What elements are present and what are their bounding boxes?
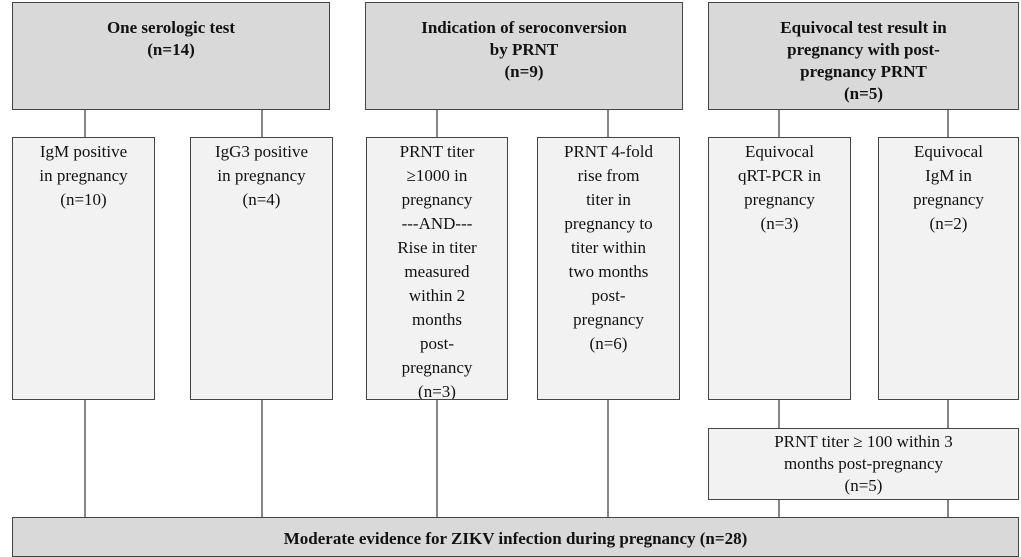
box-text: Equivocal (745, 142, 814, 161)
fu-box: PRNT titer ≥ 100 within 3 months post-pre… (708, 428, 1019, 500)
box-text: rise from (577, 166, 640, 185)
box-text: Rise in titer (397, 238, 477, 257)
box-text: IgG3 positive (214, 142, 309, 161)
box-text: qRT-PCR in (738, 166, 821, 185)
box-text: months (411, 310, 463, 329)
sub-box: PRNT titer ≥1000 in pregnancy ---AND--- Rise… (366, 137, 508, 400)
sub-box: Equivocal qRT-PCR in pregnancy (n=3) (708, 137, 851, 400)
box-text: titer within (570, 238, 647, 257)
box-text: ≥1000 in (406, 166, 468, 185)
sub-box: IgM positive in pregnancy (n=10) (12, 137, 155, 400)
box-text: in pregnancy (217, 166, 306, 185)
box-text: pregnancy (573, 310, 644, 329)
box-text: (n=9) (504, 62, 544, 81)
box-text: within 2 (408, 286, 466, 305)
box-text: post- (591, 286, 626, 305)
box-text: PRNT titer (399, 142, 475, 161)
box-text: (n=3) (418, 382, 456, 400)
box-text: PRNT titer ≥ 100 within 3 (774, 432, 953, 451)
box-text: in pregnancy (39, 166, 128, 185)
res-box: Moderate evidence for ZIKV infection dur… (12, 517, 1019, 557)
box-text: titer in (586, 190, 631, 209)
sub-box: IgG3 positive in pregnancy (n=4) (190, 137, 333, 400)
box-text: post- (420, 334, 454, 353)
box-text: Equivocal (914, 142, 983, 161)
box-text: measured (404, 262, 470, 281)
box-text: Moderate evidence for ZIKV infection dur… (283, 529, 748, 548)
box-text: ---AND--- (401, 214, 473, 233)
sub-box: Equivocal IgM in pregnancy (n=2) (878, 137, 1019, 400)
box-text: by PRNT (489, 40, 559, 59)
box-text: (n=14) (147, 40, 195, 59)
box-text: two months (568, 262, 649, 281)
box-text: pregnancy to (564, 214, 653, 233)
box-text: months post-pregnancy (783, 454, 944, 473)
box-text: (n=10) (60, 190, 107, 209)
box-text: PRNT 4-fold (564, 142, 653, 161)
box-text: IgM in (925, 166, 972, 185)
box-text: (n=4) (242, 190, 281, 209)
box-text: Indication of seroconversion (421, 18, 627, 37)
sub-box: PRNT 4-fold rise from titer in pregnancy to… (537, 137, 680, 400)
top-box: One serologic test (n=14) (12, 2, 330, 110)
box-text: One serologic test (106, 18, 236, 37)
box-text: pregnancy (913, 190, 984, 209)
box-text: (n=2) (929, 214, 968, 233)
box-text: (n=5) (844, 84, 883, 103)
top-box: Indication of seroconversion by PRNT (n=9) (365, 2, 683, 110)
box-text: (n=5) (844, 476, 883, 495)
box-text: pregnancy (401, 190, 473, 209)
box-text: pregnancy with post- (787, 40, 940, 59)
box-text: IgM positive (39, 142, 128, 161)
box-text: pregnancy (401, 358, 473, 377)
box-text: Equivocal test result in (780, 18, 947, 37)
box-text: pregnancy (744, 190, 815, 209)
box-text: (n=3) (760, 214, 799, 233)
box-text: (n=6) (589, 334, 628, 353)
top-box: Equivocal test result in pregnancy with p… (708, 2, 1019, 110)
box-text: pregnancy PRNT (800, 62, 927, 81)
